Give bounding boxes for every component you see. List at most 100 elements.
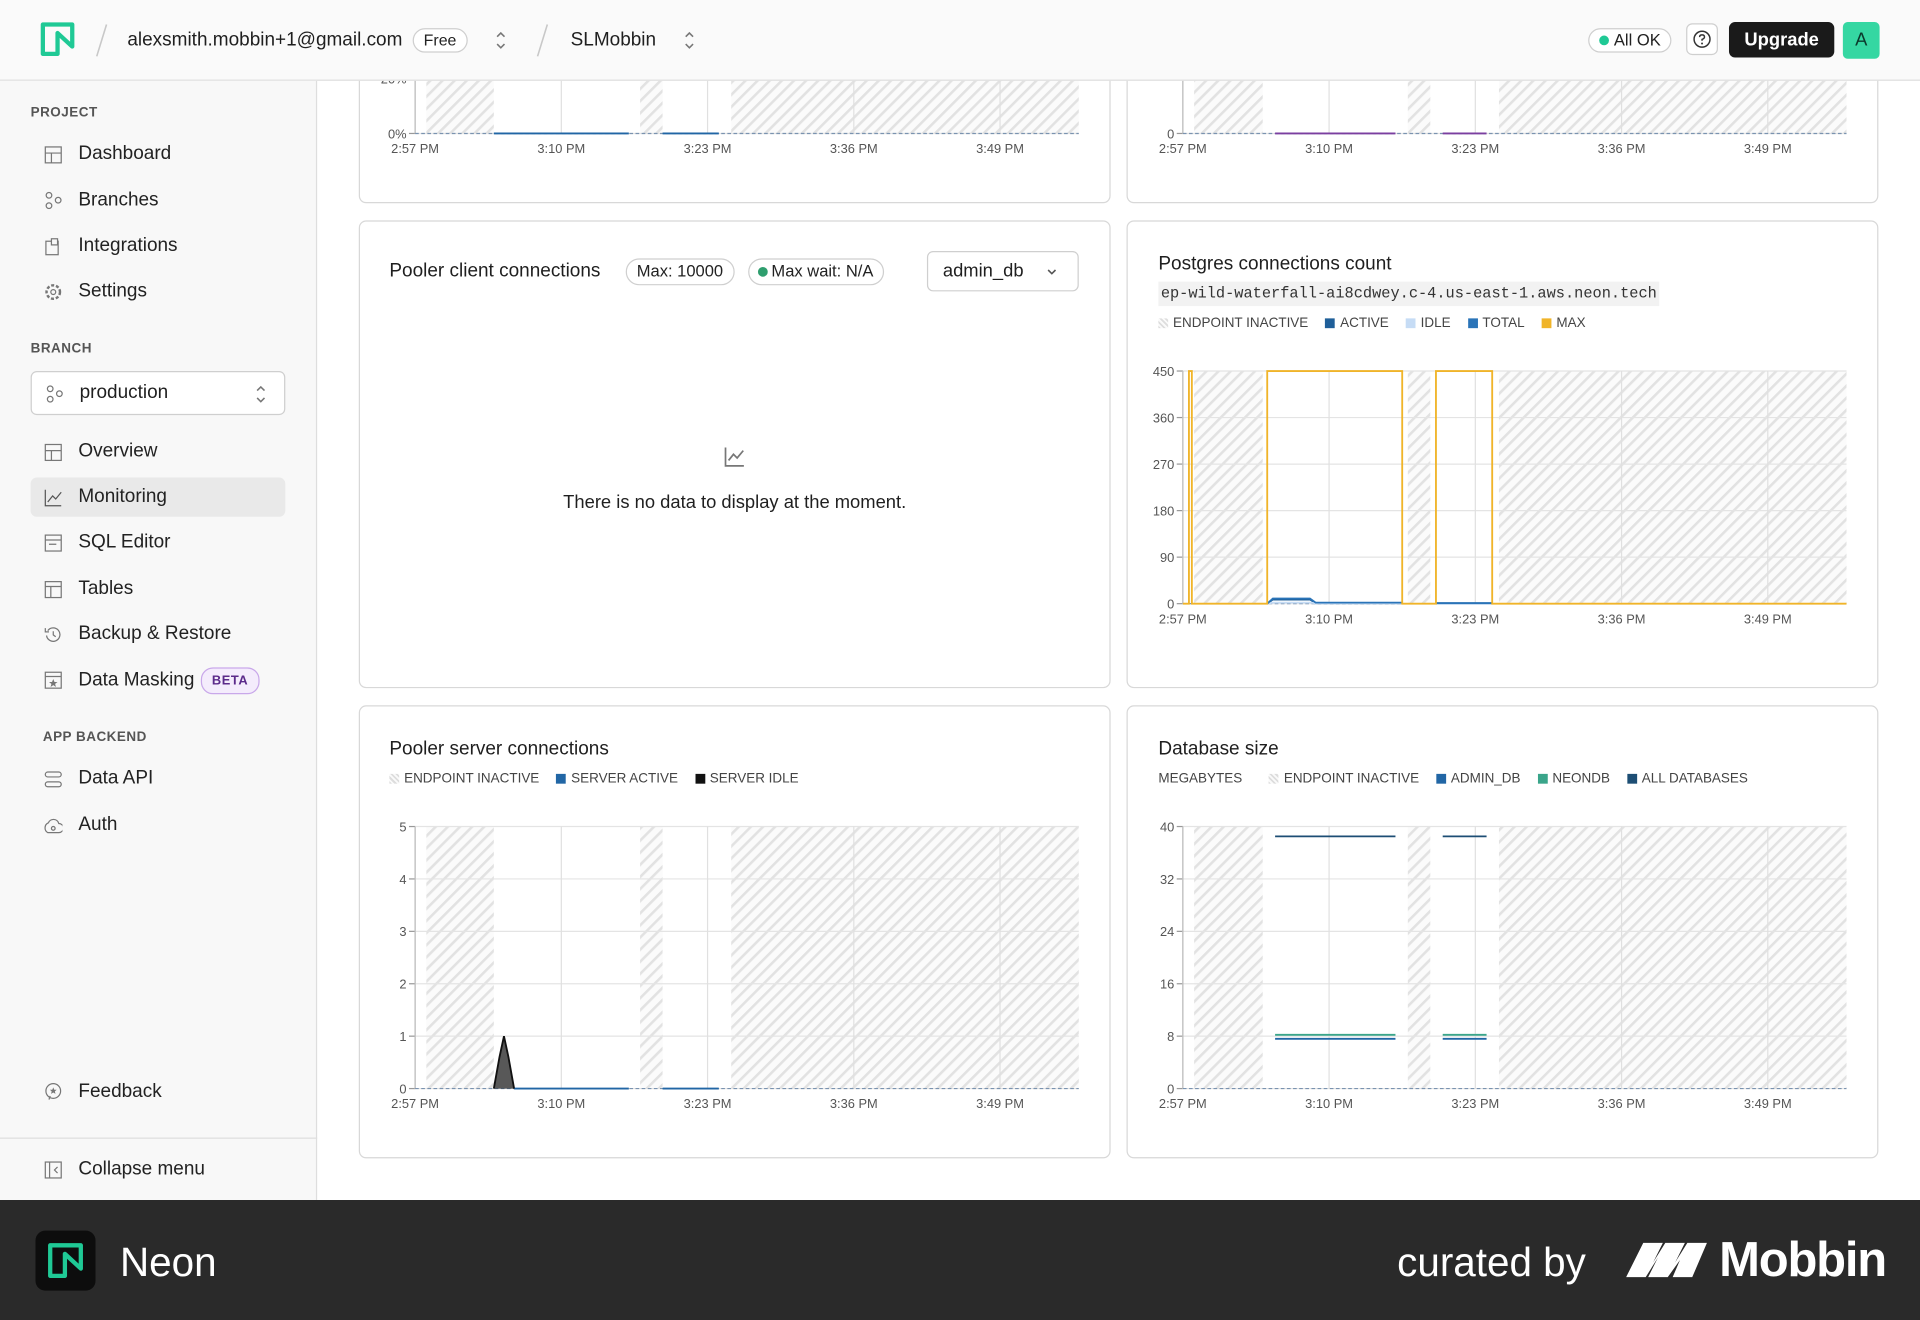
legend-swatch: [1269, 773, 1279, 784]
nav-item[interactable]: Tables: [78, 577, 134, 599]
nav-item[interactable]: Data API: [78, 767, 154, 789]
inactive-range: [1407, 371, 1431, 604]
x-tick-label: 3:36 PM: [830, 141, 878, 156]
upgrade-button[interactable]: Upgrade: [1728, 22, 1835, 58]
project-name[interactable]: SLMobbin: [570, 29, 657, 51]
legend-swatch: [1405, 318, 1416, 329]
x-tick-label: 2:57 PM: [391, 1096, 439, 1111]
series-line: [1266, 597, 1493, 605]
footer: Neon curated by Mobbin: [0, 1200, 1920, 1320]
icon: [44, 818, 63, 834]
switch-icon: [256, 385, 266, 403]
nav-item[interactable]: Branches: [78, 189, 159, 211]
neon-logo: [48, 1243, 83, 1279]
section-heading: APP BACKEND: [42, 729, 147, 745]
y-tick-label: 360: [1153, 410, 1174, 425]
legend-entry: ALL DATABASES: [1627, 771, 1748, 786]
divider: [0, 1137, 318, 1139]
series-line: [1182, 370, 1847, 605]
switch-icon[interactable]: [682, 28, 697, 52]
sidebar: PROJECT Dashboard Branches Integrations …: [0, 80, 318, 1201]
x-tick-label: 3:49 PM: [976, 1096, 1024, 1111]
x-tick-label: 2:57 PM: [1159, 611, 1207, 626]
status-badge[interactable]: All OK: [1588, 28, 1672, 53]
nav-item[interactable]: Settings: [78, 280, 147, 302]
section-heading: BRANCH: [30, 341, 92, 357]
x-tick-label: 3:23 PM: [1451, 1096, 1499, 1111]
legend-swatch: [1627, 773, 1637, 784]
y-tick-label: 5: [399, 819, 406, 834]
y-tick-label: 24: [1160, 924, 1174, 939]
status-dot: [757, 266, 768, 277]
legend-swatch: [1541, 318, 1552, 329]
branch-select[interactable]: production: [30, 371, 286, 416]
x-tick-label: 3:36 PM: [1598, 611, 1646, 626]
legend-swatch: [1436, 773, 1447, 784]
collapse-menu[interactable]: Collapse menu: [78, 1158, 205, 1180]
legend-swatch: [556, 773, 567, 784]
database-select[interactable]: admin_db: [926, 251, 1079, 292]
icon: [44, 671, 62, 689]
nav-item[interactable]: Backup & Restore: [78, 623, 232, 645]
nav-item[interactable]: Integrations: [78, 235, 178, 256]
neon-logo: [40, 22, 75, 57]
y-tick-label: 0: [1167, 126, 1174, 141]
inactive-range: [426, 826, 494, 1089]
nav-item[interactable]: Dashboard: [78, 143, 172, 165]
separator: [95, 24, 108, 57]
inactive-range: [1407, 826, 1431, 1089]
separator: [536, 24, 549, 57]
neon-app-icon: [35, 1230, 96, 1291]
legend-entry: SERVER ACTIVE: [556, 771, 678, 786]
y-tick-label: 450: [1153, 364, 1174, 379]
icon: [44, 489, 62, 507]
nav-item[interactable]: Monitoring: [78, 486, 167, 507]
icon: [45, 238, 59, 256]
nav-item[interactable]: Overview: [78, 440, 158, 462]
y-tick-label: 0: [1167, 1081, 1174, 1096]
nav-item[interactable]: SQL Editor: [78, 531, 171, 553]
legend-swatch: [1467, 318, 1478, 329]
badge-text: Max wait: N/A: [771, 262, 874, 281]
y-tick-label: 0: [1167, 597, 1174, 612]
legend-entry: MAX: [1541, 316, 1586, 331]
x-tick-label: 3:10 PM: [1305, 611, 1353, 626]
switch-icon[interactable]: [493, 28, 508, 52]
legend-swatch: [389, 773, 400, 784]
y-tick-label: 32: [1160, 872, 1174, 887]
nav-item[interactable]: Auth: [78, 814, 118, 836]
chart-subtitle: ep-wild-waterfall-ai8cdwey.c-4.us-east-1…: [1158, 281, 1660, 307]
x-tick-label: 3:36 PM: [1598, 1096, 1646, 1111]
x-tick-label: 2:57 PM: [391, 141, 439, 156]
icon: [44, 581, 62, 599]
axis-label: MEGABYTES: [1158, 771, 1243, 787]
feedback[interactable]: Feedback: [78, 1081, 162, 1103]
y-tick-label: 270: [1153, 457, 1174, 472]
legend-entry: ENDPOINT INACTIVE: [1158, 316, 1308, 331]
account-name[interactable]: alexsmith.mobbin+1@gmail.com: [127, 29, 403, 51]
icon: [44, 627, 61, 642]
legend-swatch: [1325, 318, 1336, 329]
y-tick-label: 1: [399, 1029, 406, 1044]
legend-label: ACTIVE: [1340, 315, 1389, 331]
help-button[interactable]: [1686, 23, 1718, 56]
chart-icon: [724, 447, 744, 467]
y-tick-label: 40: [1160, 819, 1174, 834]
y-tick-label: 0%: [388, 126, 407, 141]
avatar[interactable]: A: [1842, 22, 1880, 59]
empty-message: There is no data to display at the momen…: [563, 492, 907, 514]
area: [493, 1036, 515, 1089]
section-heading: PROJECT: [30, 105, 98, 121]
inactive-range: [1194, 371, 1263, 604]
x-tick-label: 3:23 PM: [684, 1096, 732, 1111]
legend-label: ENDPOINT INACTIVE: [1173, 315, 1309, 331]
branch-name: production: [79, 382, 169, 403]
nav-item[interactable]: Data Masking: [78, 669, 195, 691]
icon: [44, 1161, 62, 1179]
legend: MEGABYTES ENDPOINT INACTIVE ADMIN_DB NEONDB…: [1158, 771, 1747, 786]
badge: Max: 10000: [625, 258, 735, 286]
chart-title: Database size: [1158, 738, 1279, 760]
legend-swatch: [1537, 773, 1548, 784]
